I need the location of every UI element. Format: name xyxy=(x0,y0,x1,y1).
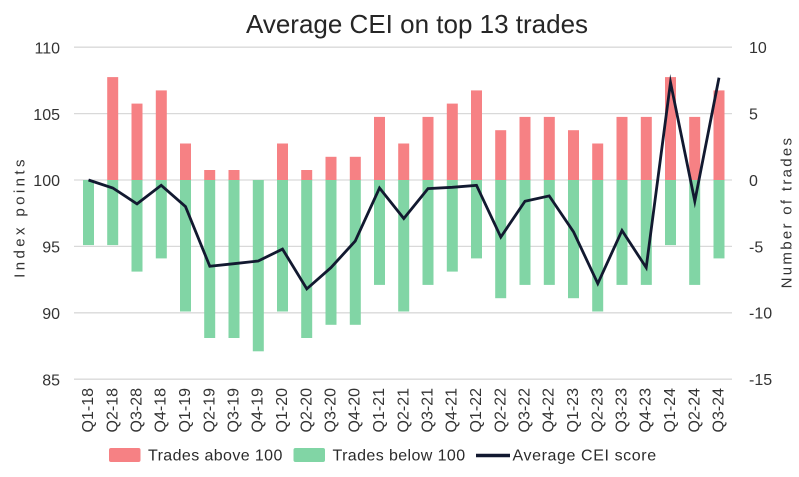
svg-text:Q1-23: Q1-23 xyxy=(565,388,582,433)
svg-text:-5: -5 xyxy=(749,239,763,256)
svg-text:Q4-22: Q4-22 xyxy=(541,388,558,433)
svg-text:0: 0 xyxy=(749,173,758,190)
svg-text:Q1-22: Q1-22 xyxy=(468,388,485,433)
svg-text:95: 95 xyxy=(42,240,60,257)
svg-text:Q2-21: Q2-21 xyxy=(395,388,412,433)
svg-text:Average CEI on top 13 trades: Average CEI on top 13 trades xyxy=(246,9,588,39)
svg-text:Index points: Index points xyxy=(12,156,29,278)
svg-text:Q2-22: Q2-22 xyxy=(492,388,509,433)
svg-text:Number of trades: Number of trades xyxy=(779,136,796,289)
svg-text:10: 10 xyxy=(749,40,767,57)
svg-text:Q1-24: Q1-24 xyxy=(662,388,679,433)
svg-text:5: 5 xyxy=(749,107,758,124)
svg-text:Q4-18: Q4-18 xyxy=(153,388,170,433)
svg-text:Average CEI score: Average CEI score xyxy=(513,448,657,465)
svg-text:-10: -10 xyxy=(749,306,772,323)
svg-text:Q1-21: Q1-21 xyxy=(371,388,388,433)
svg-text:Q3-24: Q3-24 xyxy=(711,388,728,433)
svg-text:Q2-23: Q2-23 xyxy=(589,388,606,433)
svg-text:Q3-28: Q3-28 xyxy=(129,388,146,433)
svg-text:Q4-21: Q4-21 xyxy=(444,388,461,433)
svg-text:85: 85 xyxy=(42,372,60,389)
svg-text:Q3-21: Q3-21 xyxy=(420,388,437,433)
svg-text:Q4-23: Q4-23 xyxy=(638,388,655,433)
svg-text:Q2-20: Q2-20 xyxy=(298,388,315,433)
svg-text:-15: -15 xyxy=(749,372,772,389)
svg-text:Q3-23: Q3-23 xyxy=(614,388,631,433)
svg-text:Trades below 100: Trades below 100 xyxy=(333,448,466,465)
svg-text:Q3-20: Q3-20 xyxy=(323,388,340,433)
svg-text:Q2-24: Q2-24 xyxy=(686,388,703,433)
svg-text:105: 105 xyxy=(33,107,60,124)
svg-text:Trades above 100: Trades above 100 xyxy=(148,448,283,465)
svg-text:Q4-20: Q4-20 xyxy=(347,388,364,433)
svg-text:Q2-19: Q2-19 xyxy=(201,388,218,433)
svg-text:100: 100 xyxy=(33,173,60,190)
svg-text:110: 110 xyxy=(34,40,60,57)
svg-text:Q2-18: Q2-18 xyxy=(104,388,121,433)
svg-text:Q1-18: Q1-18 xyxy=(80,388,97,433)
svg-text:90: 90 xyxy=(42,306,60,323)
svg-text:Q3-22: Q3-22 xyxy=(517,388,534,433)
svg-text:Q1-19: Q1-19 xyxy=(177,388,194,433)
svg-text:Q3-19: Q3-19 xyxy=(226,388,243,433)
svg-text:Q1-20: Q1-20 xyxy=(274,388,291,433)
svg-text:Q4-19: Q4-19 xyxy=(250,388,267,433)
